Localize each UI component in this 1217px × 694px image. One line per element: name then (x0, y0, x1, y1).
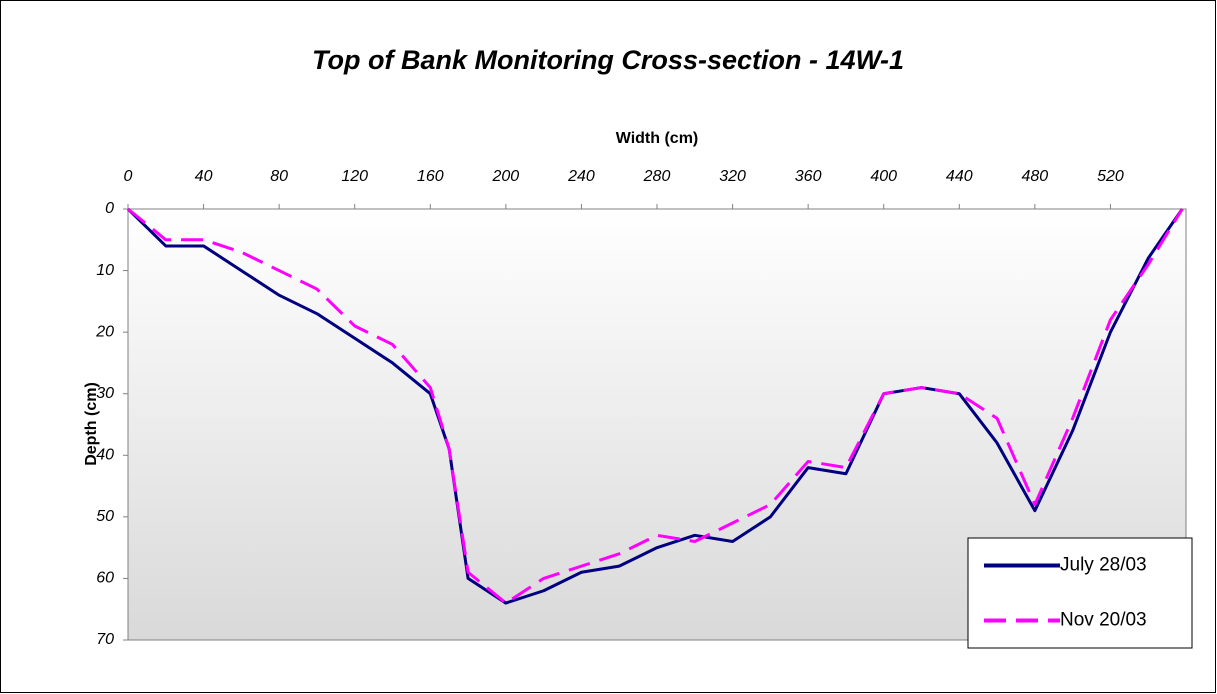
y-tick-label: 60 (96, 570, 114, 587)
x-tick-label: 160 (417, 168, 444, 185)
series-line (126, 207, 1184, 605)
legend-label: Nov 20/03 (1060, 610, 1147, 631)
x-tick-label: 240 (567, 168, 595, 185)
x-tick-label: 200 (492, 168, 520, 185)
legend-box (967, 537, 1193, 649)
y-tick-label: 20 (95, 323, 114, 340)
x-tick-label: 400 (870, 168, 897, 185)
y-tick-label: 10 (96, 262, 114, 279)
legend-label: July 28/03 (1060, 555, 1147, 576)
y-tick-label: 30 (96, 385, 114, 402)
x-tick-label: 480 (1022, 168, 1049, 185)
series-line (127, 207, 1184, 605)
y-tick-label: 40 (96, 447, 114, 464)
chart-title: Top of Bank Monitoring Cross-section - 1… (312, 45, 904, 75)
x-tick-label: 280 (643, 168, 671, 185)
y-tick-label: 50 (96, 508, 114, 525)
x-tick-label: 80 (270, 168, 288, 185)
x-tick-label: 0 (124, 168, 133, 185)
x-axis-label: Width (cm) (616, 130, 699, 147)
x-tick-label: 320 (719, 168, 746, 185)
x-tick-label: 520 (1097, 168, 1124, 185)
legend: July 28/03 Nov 20/03 (967, 537, 1193, 649)
y-axis-label: Depth (cm) (83, 382, 100, 466)
x-tick-label: 360 (795, 168, 822, 185)
x-tick-label: 40 (195, 168, 213, 185)
y-tick-label: 70 (96, 631, 114, 648)
x-tick-label: 440 (946, 168, 973, 185)
x-tick-label: 120 (341, 168, 368, 185)
y-tick-label: 0 (105, 200, 114, 217)
